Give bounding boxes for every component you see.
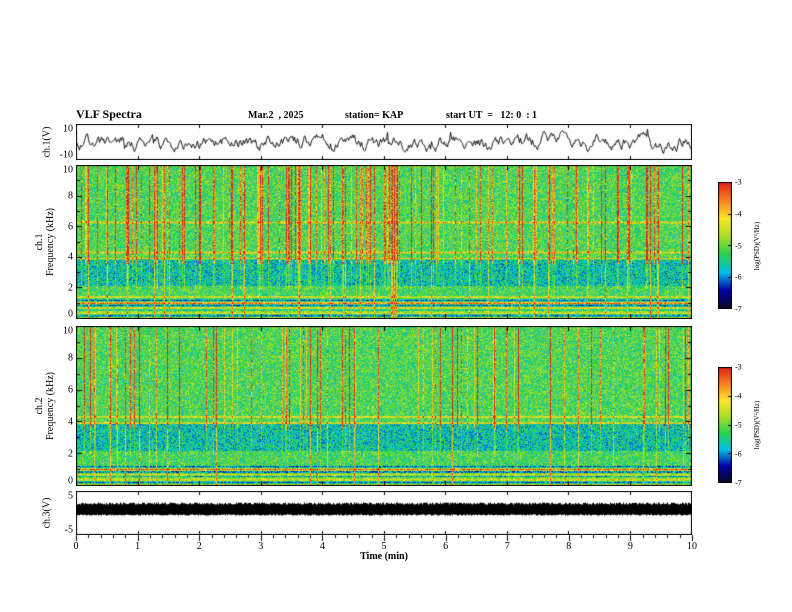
y-tick-label: 10 [63, 123, 73, 135]
x-tick-label: 3 [258, 541, 264, 552]
y-tick-label: 4 [68, 416, 73, 428]
colorbar-tick-label: -4 [735, 209, 742, 219]
colorbar-tick-label: -5 [735, 241, 742, 250]
y-tick-label: 10 [63, 164, 73, 176]
colorbar-tick-label: -6 [735, 449, 742, 459]
x-tick-label: 10 [687, 541, 697, 552]
ch2-frequency-axis-label-line1: ch.2 [34, 397, 45, 415]
x-tick-label: 5 [381, 541, 387, 552]
colorbar-tick-label: -3 [735, 362, 742, 372]
colorbar-tick-label: -7 [735, 304, 742, 314]
y-tick-label: 0 [68, 475, 73, 487]
colorbar-tick-label: -5 [735, 420, 742, 430]
y-tick-label: 5 [68, 490, 73, 502]
x-tick-label: 8 [566, 541, 572, 552]
colorbar-tick-label: -4 [735, 391, 742, 401]
x-tick-label: 4 [319, 541, 325, 552]
x-tick-label: 7 [504, 541, 510, 552]
y-tick-label: -5 [64, 524, 73, 536]
x-tick-label: 1 [135, 541, 141, 552]
y-tick-label: 10 [63, 325, 73, 337]
colorbar-ch2-label: log(PSD)(V²/Hz) [753, 400, 761, 450]
ch3-voltage-axis-label: ch.3(V) [41, 497, 53, 529]
y-tick-label: 0 [68, 308, 73, 320]
y-tick-label: 2 [68, 448, 73, 460]
x-tick-label: 2 [196, 541, 202, 552]
y-tick-label: -10 [59, 149, 73, 161]
colorbar-tick-label: -6 [735, 272, 742, 282]
y-tick-label: 2 [68, 282, 73, 294]
colorbar-ch1-label: log(PSD)(V²/Hz) [753, 221, 761, 271]
y-tick-label: 6 [68, 384, 73, 396]
ch2-frequency-axis-label-line2: Frequency (kHz) [45, 371, 56, 441]
time-axis-label: Time (min) [360, 551, 408, 562]
x-tick-label: 9 [627, 541, 633, 552]
ch1-frequency-axis-label: ch.1 Frequency (kHz) [34, 208, 56, 276]
y-tick-label: 6 [68, 221, 73, 233]
x-tick-label: 6 [443, 541, 449, 552]
colorbar-tick-label: -7 [735, 478, 742, 488]
colorbar-tick-label: -3 [735, 177, 742, 187]
y-tick-label: 8 [68, 190, 73, 202]
ch1-frequency-axis-label-line2: Frequency (kHz) [45, 207, 56, 277]
ch2-frequency-axis-label: ch.2 Frequency (kHz) [34, 372, 56, 440]
x-tick-label: 0 [73, 541, 79, 552]
y-tick-label: 4 [68, 251, 73, 263]
y-tick-label: 8 [68, 352, 73, 364]
ch1-frequency-axis-label-line1: ch.1 [34, 233, 45, 251]
ch1-voltage-axis-label: ch.1(V) [41, 126, 53, 158]
